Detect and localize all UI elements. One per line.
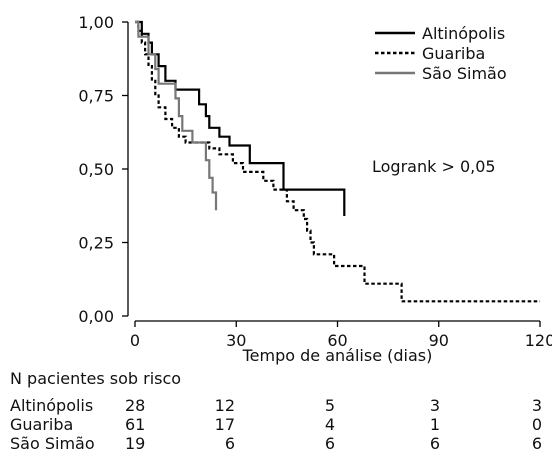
curve-sao-simao	[135, 20, 218, 211]
legend-label: Altinópolis	[422, 24, 505, 43]
logrank-annotation: Logrank > 0,05	[372, 157, 496, 176]
y-tick-label: 1,00	[78, 13, 114, 32]
risk-value: 5	[325, 396, 335, 415]
x-axis-title: Tempo de análise (dias)	[242, 346, 433, 365]
x-ticks: 0 30 60 90 120	[130, 321, 552, 350]
y-tick-label: 0,50	[78, 160, 114, 179]
risk-value: 3	[532, 396, 542, 415]
risk-value: 6	[430, 434, 440, 453]
legend-label: São Simão	[422, 64, 507, 83]
y-tick-label: 0,00	[78, 307, 114, 326]
risk-value: 12	[215, 396, 235, 415]
curve-altinopolis	[135, 20, 346, 216]
x-tick-label: 0	[130, 331, 140, 350]
survival-curves	[135, 20, 540, 303]
risk-value: 0	[532, 415, 542, 434]
risk-value: 17	[215, 415, 235, 434]
x-tick-label: 30	[226, 331, 246, 350]
risk-row-label: Guariba	[10, 415, 73, 434]
x-tick-label: 120	[525, 331, 552, 350]
risk-value: 3	[430, 396, 440, 415]
risk-table-title: N pacientes sob risco	[10, 369, 181, 388]
risk-value: 6	[225, 434, 235, 453]
x-tick-label: 90	[429, 331, 449, 350]
risk-value: 6	[325, 434, 335, 453]
x-tick-label: 60	[327, 331, 347, 350]
risk-table-rows: Altinópolis 28 12 5 3 3 Guariba 61 17 4 1 0 São Simã…	[10, 396, 542, 453]
risk-table: N pacientes sob risco Altinópolis 28 12 5 3 3…	[10, 369, 542, 453]
risk-row-label: São Simão	[10, 434, 95, 453]
risk-value: 19	[125, 434, 145, 453]
risk-value: 61	[125, 415, 145, 434]
legend-label: Guariba	[422, 44, 485, 63]
risk-value: 6	[532, 434, 542, 453]
curve-guariba	[135, 20, 540, 303]
risk-value: 28	[125, 396, 145, 415]
risk-value: 4	[325, 415, 335, 434]
risk-value: 1	[430, 415, 440, 434]
y-ticks: 0,00 0,25 0,50 0,75 1,00	[78, 13, 128, 326]
y-tick-label: 0,75	[78, 87, 114, 106]
risk-row-label: Altinópolis	[10, 396, 93, 415]
y-tick-label: 0,25	[78, 234, 114, 253]
